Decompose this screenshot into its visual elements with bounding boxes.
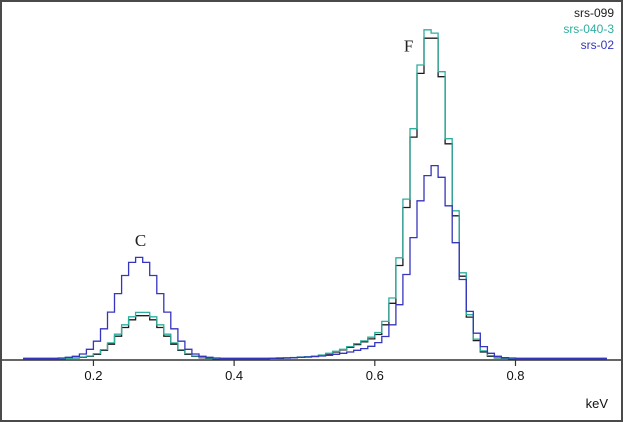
- x-axis-tick-label: 0.4: [225, 368, 243, 383]
- peak-label-C: C: [135, 231, 146, 250]
- series-srs-040-3: [23, 29, 607, 360]
- x-axis-unit-label: keV: [585, 396, 608, 411]
- legend: srs-099 srs-040-3 srs-02: [563, 5, 614, 53]
- legend-item-srs-02: srs-02: [580, 38, 614, 52]
- x-axis-tick-label: 0.8: [506, 368, 524, 383]
- peak-label-F: F: [404, 37, 413, 56]
- x-axis-tick-label: 0.2: [84, 368, 102, 383]
- legend-item-srs-040-3: srs-040-3: [563, 22, 614, 36]
- x-axis-tick-label: 0.6: [366, 368, 384, 383]
- legend-item-srs-099: srs-099: [573, 6, 614, 20]
- series-srs-02: [23, 164, 607, 359]
- series-srs-099: [23, 37, 607, 360]
